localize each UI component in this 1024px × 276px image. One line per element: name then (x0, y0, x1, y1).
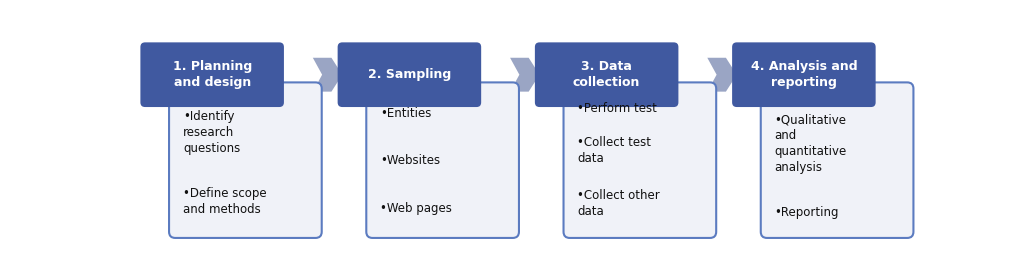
Text: •Qualitative
and
quantitative
analysis: •Qualitative and quantitative analysis (775, 113, 847, 174)
Polygon shape (313, 58, 342, 92)
Text: 4. Analysis and
reporting: 4. Analysis and reporting (751, 60, 857, 89)
Text: •Web pages: •Web pages (380, 202, 453, 215)
FancyBboxPatch shape (367, 83, 519, 238)
FancyBboxPatch shape (140, 42, 284, 107)
FancyBboxPatch shape (338, 42, 481, 107)
Text: 2. Sampling: 2. Sampling (368, 68, 451, 81)
FancyBboxPatch shape (761, 83, 913, 238)
FancyBboxPatch shape (535, 42, 679, 107)
Text: •Reporting: •Reporting (775, 206, 840, 219)
FancyBboxPatch shape (732, 42, 876, 107)
Text: •Perform test: •Perform test (578, 102, 657, 115)
Text: •Websites: •Websites (380, 155, 440, 168)
Text: •Collect other
data: •Collect other data (578, 189, 660, 217)
Text: •Entities: •Entities (380, 107, 431, 120)
Text: •Identify
research
questions: •Identify research questions (183, 110, 241, 155)
FancyBboxPatch shape (169, 83, 322, 238)
Text: •Define scope
and methods: •Define scope and methods (183, 187, 266, 216)
Text: 3. Data
collection: 3. Data collection (573, 60, 640, 89)
Polygon shape (510, 58, 540, 92)
Text: 1. Planning
and design: 1. Planning and design (172, 60, 252, 89)
Polygon shape (708, 58, 736, 92)
FancyBboxPatch shape (563, 83, 716, 238)
Text: •Collect test
data: •Collect test data (578, 136, 651, 165)
